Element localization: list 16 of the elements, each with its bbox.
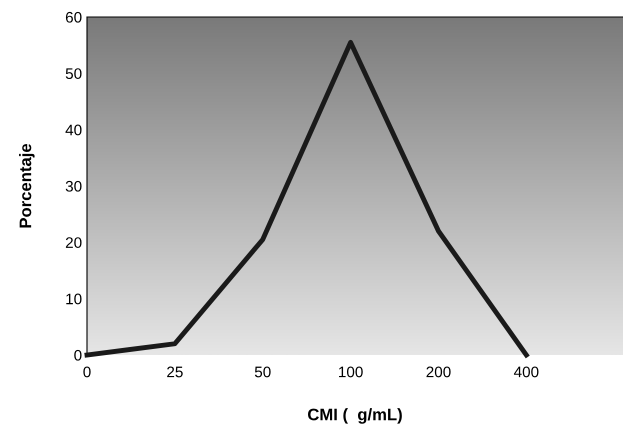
y-tick-label: 60: [66, 12, 82, 23]
x-tick-label: 50: [254, 366, 271, 378]
x-tick-label: 25: [167, 366, 183, 378]
x-axis-title: CMI ( g/mL): [308, 408, 402, 424]
y-tick-label: 0: [74, 350, 82, 361]
y-tick-label: 20: [66, 237, 82, 248]
x-tick-label: 400: [514, 366, 538, 378]
y-tick-label: 30: [66, 180, 82, 192]
x-tick-label: 0: [83, 366, 91, 378]
y-axis-title: Porcentaje: [19, 144, 35, 228]
line-series: [84, 40, 529, 358]
y-tick-label: 10: [66, 294, 82, 304]
x-tick-label: 200: [426, 366, 451, 378]
y-tick-label: 40: [66, 124, 82, 136]
x-tick-label: 100: [339, 366, 363, 378]
y-tick-label: 50: [66, 68, 82, 80]
